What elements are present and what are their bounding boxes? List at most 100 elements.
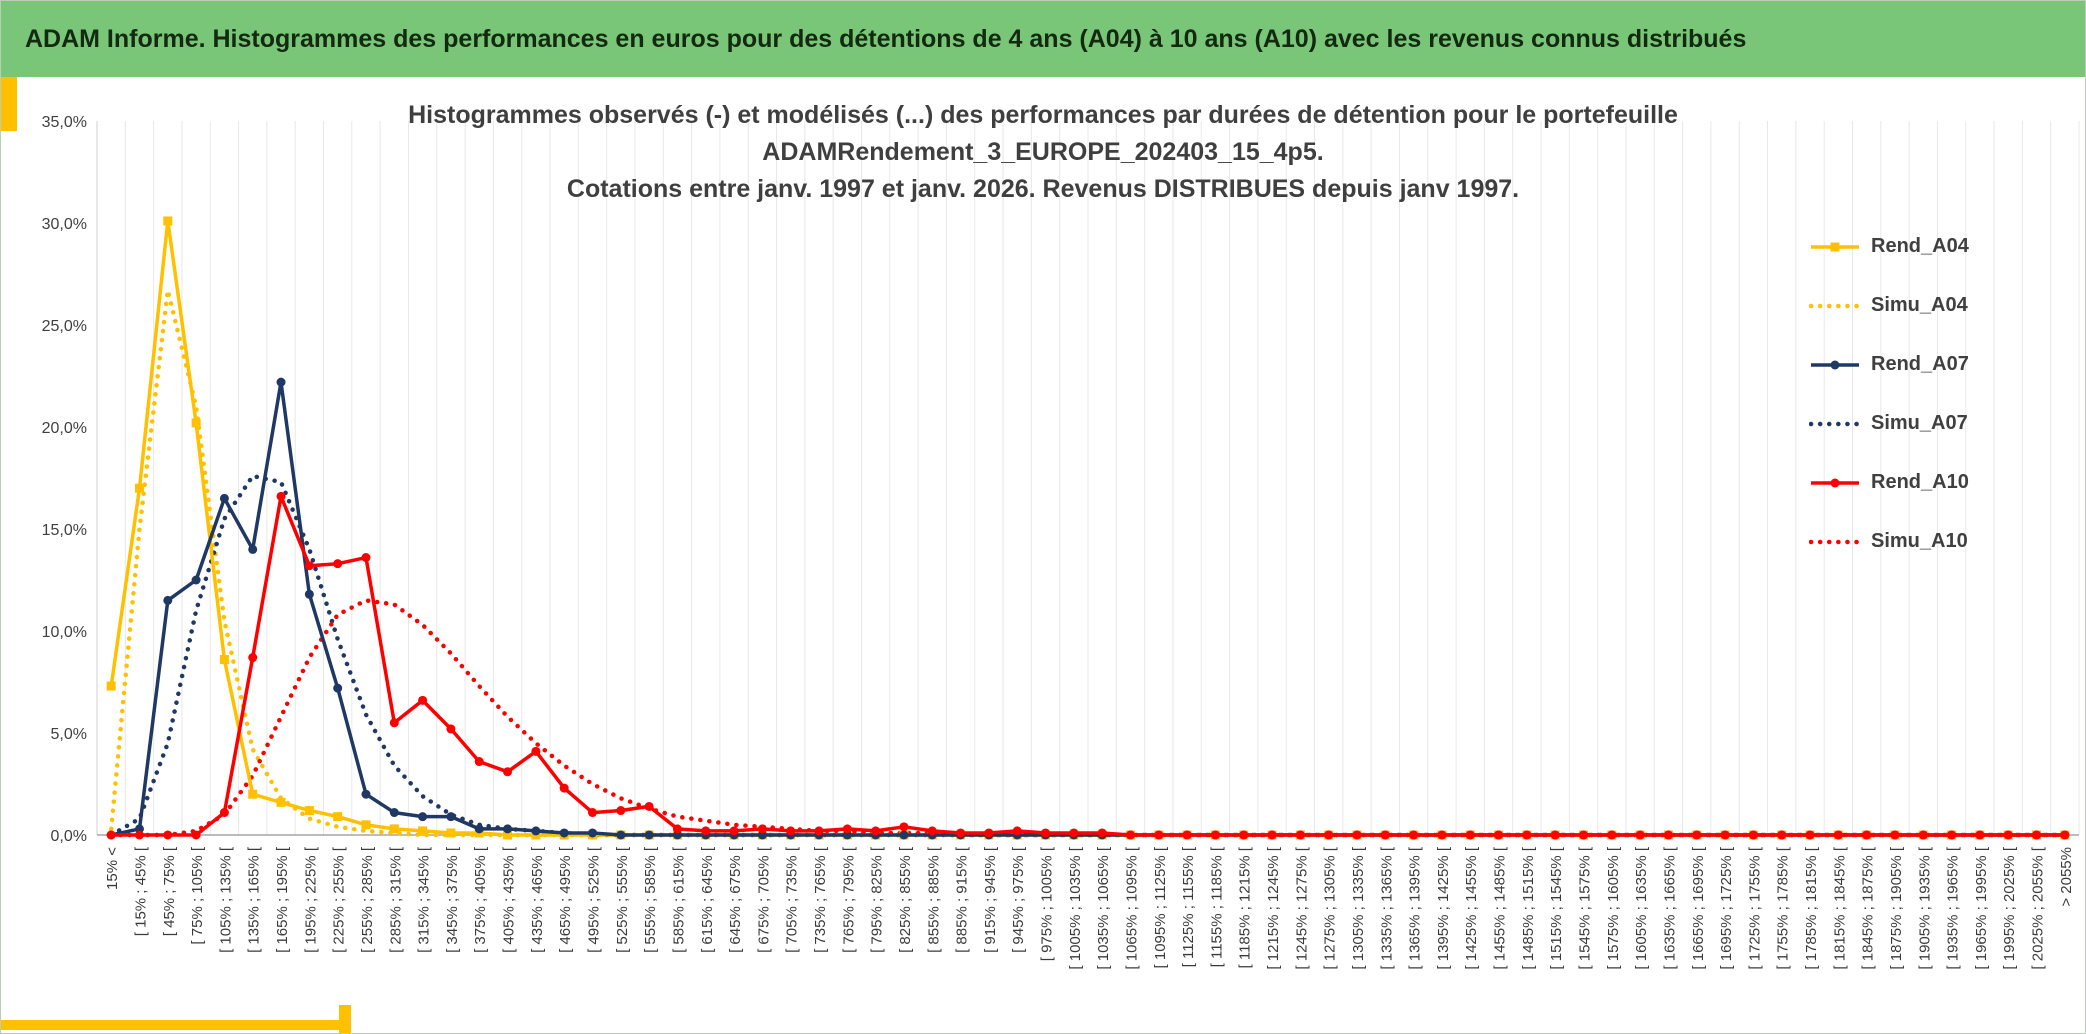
marker-circle-Rend_A10 bbox=[1692, 830, 1702, 840]
marker-circle-Rend_A07 bbox=[418, 812, 428, 822]
marker-circle-Rend_A10 bbox=[757, 824, 767, 834]
x-axis-category-label: [ 75% ; 105% [ bbox=[189, 846, 206, 944]
y-axis-tick-label: 10,0% bbox=[42, 624, 87, 641]
x-axis-category-label: [ 1305% ; 1335% [ bbox=[1350, 846, 1367, 969]
marker-circle-Rend_A10 bbox=[1579, 830, 1588, 840]
x-axis-category-label: [ 765% ; 795% [ bbox=[840, 846, 857, 953]
x-axis-category-label: [ 315% ; 345% [ bbox=[416, 846, 433, 953]
marker-circle-Rend_A07 bbox=[616, 830, 626, 840]
x-axis-category-label: [ 105% ; 135% [ bbox=[217, 846, 234, 953]
marker-circle-Rend_A10 bbox=[1748, 830, 1758, 840]
x-axis-category-label: [ 705% ; 735% [ bbox=[784, 846, 801, 953]
marker-circle-Rend_A10 bbox=[2060, 830, 2070, 840]
marker-square-Rend_A04 bbox=[191, 418, 201, 428]
marker-circle-Rend_A10 bbox=[1267, 830, 1277, 840]
marker-square-Rend_A04 bbox=[276, 797, 286, 807]
marker-circle-Rend_A07 bbox=[389, 808, 399, 818]
x-axis-category-label: [ 975% ; 1005% [ bbox=[1039, 846, 1056, 961]
x-axis-category-label: [ 645% ; 675% [ bbox=[727, 846, 744, 953]
x-axis-category-label: [ 1365% ; 1395% [ bbox=[1407, 846, 1424, 969]
x-axis-category-label: 15% < bbox=[104, 847, 121, 890]
x-axis-category-label: > 2055% bbox=[2058, 847, 2075, 907]
marker-circle-Rend_A10 bbox=[1862, 830, 1872, 840]
x-axis-category-label: [ 345% ; 375% [ bbox=[444, 846, 461, 953]
x-axis-category-label: [ 45% ; 75% [ bbox=[161, 846, 178, 936]
legend-swatch-Rend_A10 bbox=[1811, 478, 1859, 487]
x-axis-category-label: [ 945% ; 975% [ bbox=[1010, 846, 1027, 953]
x-axis-category-label: [ 15% ; 45% [ bbox=[132, 846, 149, 936]
x-axis-category-label: [ 435% ; 465% [ bbox=[529, 846, 546, 953]
accent-bottom-bar bbox=[1, 1020, 351, 1030]
y-axis-tick-label: 35,0% bbox=[42, 114, 87, 131]
x-axis-category-label: [ 1485% ; 1515% [ bbox=[1520, 846, 1537, 969]
marker-square-Rend_A04 bbox=[418, 826, 428, 836]
x-axis-category-label: [ 1335% ; 1365% [ bbox=[1378, 846, 1395, 969]
x-axis-category-label: [ 1065% ; 1095% [ bbox=[1123, 846, 1140, 969]
marker-circle-Rend_A10 bbox=[814, 826, 824, 836]
legend-item-Rend_A04: Rend_A04 bbox=[1809, 217, 1969, 276]
marker-circle-Rend_A10 bbox=[701, 826, 711, 836]
x-axis-category-label: [ 735% ; 765% [ bbox=[812, 846, 829, 953]
marker-circle-Rend_A07 bbox=[446, 812, 456, 822]
marker-circle-Rend_A10 bbox=[1720, 830, 1730, 840]
legend-item-Simu_A04: Simu_A04 bbox=[1809, 276, 1969, 335]
marker-circle-Rend_A10 bbox=[1635, 830, 1645, 840]
marker-circle-Rend_A10 bbox=[1550, 830, 1560, 840]
marker-circle-Rend_A07 bbox=[644, 830, 654, 840]
x-axis-category-label: [ 1395% ; 1425% [ bbox=[1435, 846, 1452, 969]
marker-circle-Rend_A10 bbox=[871, 826, 881, 836]
marker-circle-Rend_A07 bbox=[531, 826, 541, 836]
marker-circle-Rend_A10 bbox=[1522, 830, 1532, 840]
y-axis-tick-label: 30,0% bbox=[42, 216, 87, 233]
marker-circle-Rend_A10 bbox=[219, 808, 229, 818]
legend-label-Rend_A10: Rend_A10 bbox=[1871, 471, 1969, 493]
x-axis-category-label: [ 1785% ; 1815% [ bbox=[1803, 846, 1820, 969]
x-axis-category-label: [ 1755% ; 1785% [ bbox=[1775, 846, 1792, 969]
marker-circle-Rend_A10 bbox=[418, 695, 428, 705]
marker-circle-Rend_A10 bbox=[644, 801, 654, 811]
marker-circle-Rend_A07 bbox=[333, 683, 343, 693]
marker-circle-Rend_A07 bbox=[503, 824, 513, 834]
marker-circle-Rend_A10 bbox=[1041, 828, 1051, 838]
x-axis-category-label: [ 285% ; 315% [ bbox=[387, 846, 404, 953]
marker-circle-Rend_A10 bbox=[1494, 830, 1504, 840]
x-axis-category-label: [ 495% ; 525% [ bbox=[586, 846, 603, 953]
marker-circle-Rend_A10 bbox=[588, 808, 597, 818]
report-header-title: ADAM Informe. Histogrammes des performan… bbox=[25, 24, 1747, 53]
legend-item-Rend_A07: Rend_A07 bbox=[1809, 335, 1969, 394]
x-axis-category-label: [ 1275% ; 1305% [ bbox=[1322, 846, 1339, 969]
marker-circle-Rend_A10 bbox=[1465, 830, 1475, 840]
marker-circle-Rend_A10 bbox=[1890, 830, 1900, 840]
x-axis-category-label: [ 555% ; 585% [ bbox=[642, 846, 659, 953]
x-axis-category-label: [ 1215% ; 1245% [ bbox=[1265, 846, 1282, 969]
x-axis-category-label: [ 1545% ; 1575% [ bbox=[1577, 846, 1594, 969]
x-axis-category-label: [ 1425% ; 1455% [ bbox=[1463, 846, 1480, 969]
legend-item-Rend_A10: Rend_A10 bbox=[1809, 453, 1969, 512]
marker-circle-Rend_A10 bbox=[1069, 828, 1079, 838]
x-axis-category-label: [ 1455% ; 1485% [ bbox=[1492, 846, 1509, 969]
marker-circle-Rend_A07 bbox=[899, 830, 909, 840]
marker-square-Rend_A04 bbox=[163, 216, 173, 226]
marker-square-Rend_A04 bbox=[503, 830, 513, 840]
marker-circle-Rend_A10 bbox=[304, 561, 314, 571]
marker-circle-Rend_A10 bbox=[1182, 830, 1192, 840]
marker-circle-Rend_A10 bbox=[927, 826, 937, 836]
marker-circle-Rend_A07 bbox=[588, 828, 597, 838]
x-axis-category-label: [ 1845% ; 1875% [ bbox=[1860, 846, 1877, 969]
x-axis-category-label: [ 225% ; 255% [ bbox=[331, 846, 348, 953]
x-axis-category-label: [ 1665% ; 1695% [ bbox=[1690, 846, 1707, 969]
marker-circle-Rend_A10 bbox=[1125, 830, 1135, 840]
x-axis-category-label: [ 1875% ; 1905% [ bbox=[1888, 846, 1905, 969]
marker-circle-Rend_A10 bbox=[1352, 830, 1362, 840]
x-axis-category-label: [ 525% ; 555% [ bbox=[614, 846, 631, 953]
marker-circle-Rend_A10 bbox=[333, 559, 343, 569]
x-axis-category-label: [ 855% ; 885% [ bbox=[925, 846, 942, 953]
marker-square-Rend_A04 bbox=[134, 483, 144, 493]
x-axis-category-label: [ 1185% ; 1215% [ bbox=[1237, 846, 1254, 968]
x-axis-category-label: [ 255% ; 285% [ bbox=[359, 846, 376, 953]
marker-circle-Rend_A10 bbox=[531, 746, 541, 756]
x-axis-category-label: [ 165% ; 195% [ bbox=[274, 846, 291, 953]
y-axis-tick-label: 0,0% bbox=[51, 828, 87, 845]
